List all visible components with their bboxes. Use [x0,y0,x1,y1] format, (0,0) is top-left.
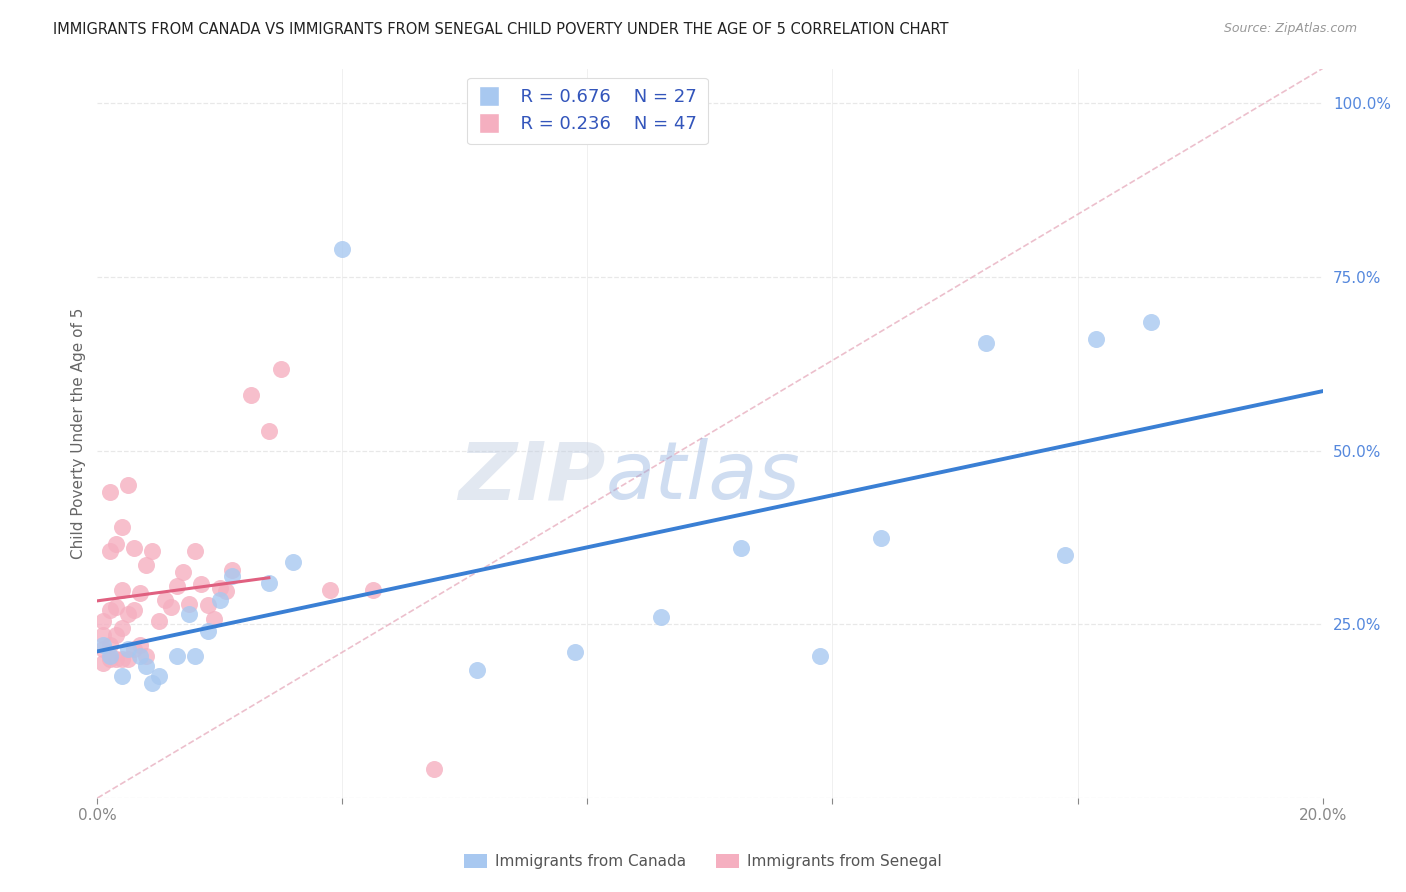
Point [332,242,354,256]
Point [153,593,176,607]
Text: atlas: atlas [606,438,800,516]
Point [208,593,231,607]
Point [93,641,115,656]
Point [197,624,219,639]
Point [361,582,384,597]
Point [98,544,121,558]
Point [160,599,183,614]
Point [221,568,243,582]
Point [650,610,672,624]
Point [122,541,145,555]
Point [179,597,201,611]
Point [93,638,115,652]
Y-axis label: Child Poverty Under the Age of 5: Child Poverty Under the Age of 5 [72,308,86,559]
Text: IMMIGRANTS FROM CANADA VS IMMIGRANTS FROM SENEGAL CHILD POVERTY UNDER THE AGE OF: IMMIGRANTS FROM CANADA VS IMMIGRANTS FRO… [53,22,949,37]
Point [93,614,115,628]
Legend:   R = 0.676    N = 27,   R = 0.236    N = 47: R = 0.676 N = 27, R = 0.236 N = 47 [467,78,707,145]
Point [117,641,139,656]
Point [104,652,127,666]
Point [283,555,305,569]
Point [730,541,752,555]
Point [141,676,163,690]
Point [166,648,188,663]
Point [135,659,157,673]
Point [135,648,157,663]
Point [974,335,997,350]
Point [1140,315,1163,329]
Legend: Immigrants from Canada, Immigrants from Senegal: Immigrants from Canada, Immigrants from … [458,848,948,875]
Point [190,577,212,591]
Point [98,652,121,666]
Point [117,478,139,492]
Point [111,652,134,666]
Point [239,388,262,402]
Point [117,652,139,666]
Point [270,361,292,376]
Text: Source: ZipAtlas.com: Source: ZipAtlas.com [1223,22,1357,36]
Point [184,544,207,558]
Point [129,648,152,663]
Point [197,598,219,612]
Point [104,628,127,642]
Point [166,579,188,593]
Point [141,544,163,558]
Point [98,485,121,500]
Point [179,607,201,621]
Point [257,424,280,438]
Text: ZIP: ZIP [458,438,606,516]
Point [93,628,115,642]
Point [135,558,157,573]
Point [215,584,238,599]
Point [1084,333,1107,347]
Point [104,537,127,551]
Point [221,563,243,577]
Point [257,575,280,590]
Point [104,599,127,614]
Point [465,663,488,677]
Point [208,581,231,595]
Point [172,566,194,580]
Point [148,614,170,628]
Point [98,638,121,652]
Point [129,586,152,600]
Point [808,648,831,663]
Point [870,531,893,545]
Point [122,603,145,617]
Point [111,520,134,534]
Point [1054,548,1077,562]
Point [117,607,139,621]
Point [111,669,134,683]
Point [202,612,225,626]
Point [122,641,145,656]
Point [98,648,121,663]
Point [564,645,586,659]
Point [93,656,115,670]
Point [129,638,152,652]
Point [98,603,121,617]
Point [148,669,170,683]
Point [111,621,134,635]
Point [423,762,446,776]
Point [111,582,134,597]
Point [319,582,342,597]
Point [184,648,207,663]
